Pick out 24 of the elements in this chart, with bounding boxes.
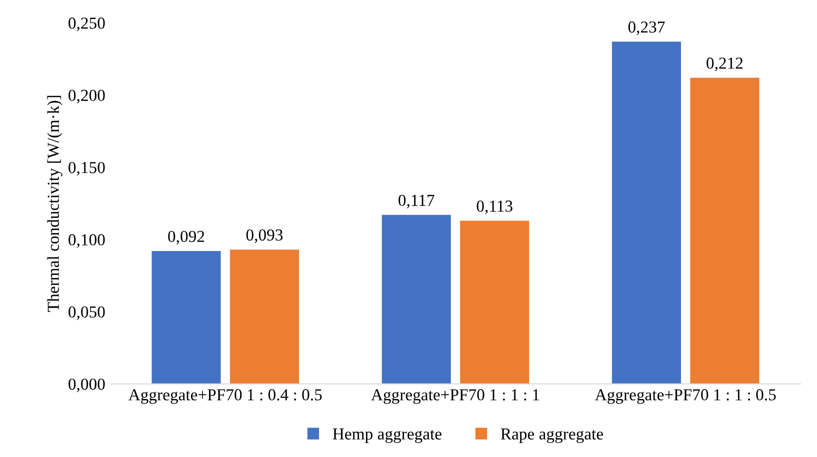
bar [382, 214, 451, 384]
data-label: 0,093 [246, 229, 283, 244]
y-tick-label: 0,250 [68, 18, 105, 32]
y-tick-label: 0,100 [68, 234, 105, 248]
bar [460, 220, 530, 384]
bar [612, 42, 681, 384]
bar [230, 250, 299, 384]
y-tick-label: 0,150 [68, 162, 105, 176]
data-label: 0,237 [628, 21, 665, 36]
bar [152, 251, 221, 384]
data-label: 0,113 [476, 200, 512, 214]
data-label: 0,212 [706, 58, 743, 72]
y-tick-label: 0,050 [68, 306, 105, 320]
x-tick-label: Aggregate+PF70 1 : 1 : 0.5 [594, 389, 776, 404]
legend-label: Rape aggregate [500, 428, 603, 444]
data-label: 0,092 [168, 230, 204, 244]
y-tick-label: 0,200 [68, 90, 105, 104]
bar [690, 78, 760, 384]
data-label: 0,117 [398, 194, 434, 208]
x-tick-label: Aggregate+PF70 1 : 1 : 1 [371, 389, 540, 404]
x-tick-label: Aggregate+PF70 1 : 0.4 : 0.5 [128, 389, 322, 404]
y-tick-label: 0,000 [68, 378, 105, 392]
legend-label: Hemp aggregate [332, 428, 442, 444]
y-axis-title: Thermal conductivity [W/(m·k)] [47, 96, 62, 312]
